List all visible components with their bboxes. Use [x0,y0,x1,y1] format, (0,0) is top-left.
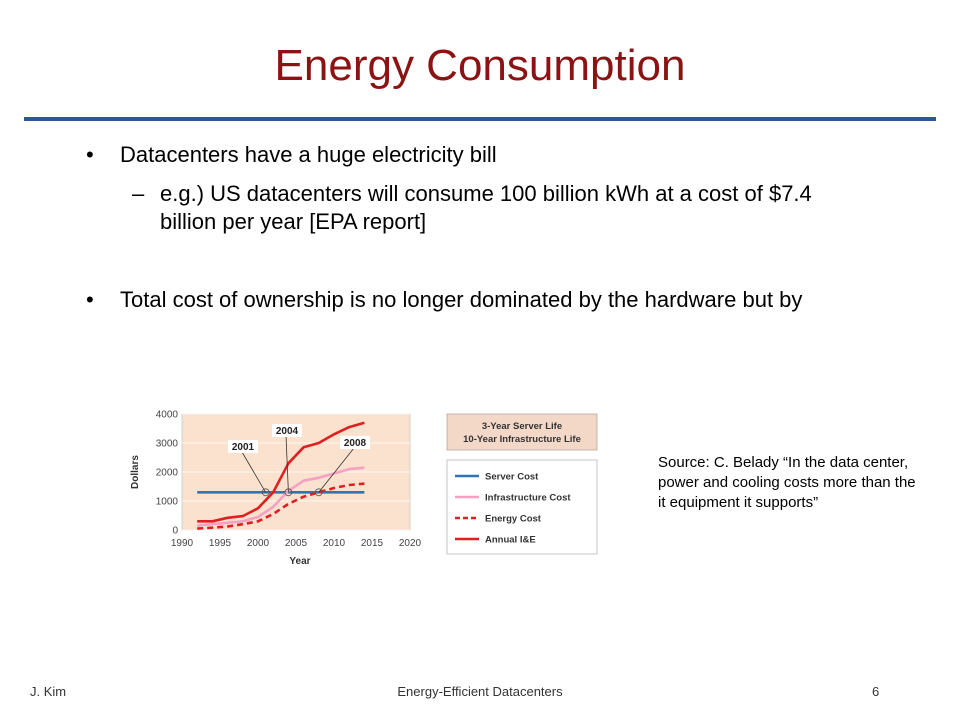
y-tick-label: 1000 [156,497,179,508]
series-line-annual-i-e [197,421,365,523]
x-tick-label: 1990 [171,538,194,549]
x-tick-label: 2005 [285,538,308,549]
x-tick-label: 2015 [361,538,384,549]
annotation-label: 2004 [276,426,299,437]
bullet-1-text: Datacenters have a huge electricity bill [120,142,497,167]
y-axis-label: Dollars [130,455,141,489]
annotation-label: 2008 [344,438,367,449]
bullet-glyph: • [86,142,94,167]
sub-bullet-1-text: e.g.) US datacenters will consume 100 bi… [160,181,812,234]
annotation-marker [314,488,323,497]
info-box [446,413,598,451]
annotation-marker [284,488,293,497]
annotation-label: 2001 [232,442,255,453]
annotation-pointer [318,447,355,493]
series-line-infrastructure-cost [197,466,365,527]
y-tick-label: 3000 [156,439,179,450]
annotation-pointer [241,451,266,493]
footer-title: Energy-Efficient Datacenters [397,684,563,699]
x-tick-label: 2020 [399,538,422,549]
annotation-label-box [228,440,258,453]
y-tick-label: 0 [172,526,178,537]
legend-label: Annual I&E [485,535,536,546]
dash-glyph: – [132,181,145,206]
annotation-pointer [285,435,289,493]
x-tick-label: 2010 [323,538,346,549]
legend-label: Infrastructure Cost [485,493,571,504]
source-note: Source: C. Belady “In the data center, p… [658,454,916,511]
info-box-line: 3-Year Server Life [482,421,562,432]
title-divider [24,117,936,121]
info-box-line: 10-Year Infrastructure Life [463,434,581,445]
annotation-label-box [340,436,370,449]
cost-chart: 1990 1995 2000 2005 2010 2015 2020 0 1000 2000 300… [122,398,600,590]
x-axis-label: Year [289,556,310,567]
x-tick-label: 1995 [209,538,232,549]
bullet-glyph: • [86,287,94,312]
x-tick-label: 2000 [247,538,270,549]
y-tick-label: 2000 [156,468,179,479]
bullet-2-text: Total cost of ownership is no longer dom… [120,287,803,312]
legend-label: Server Cost [485,472,539,483]
footer-page-number: 6 [872,684,880,699]
legend-label: Energy Cost [485,514,542,525]
slide-title: Energy Consumption [274,41,686,90]
cost-chart-svg: 1990 1995 2000 2005 2010 2015 2020 0 1000 2000 300… [130,410,598,567]
annotation-marker [261,488,270,497]
annotation-label-box [272,424,302,437]
footer-author: J. Kim [30,684,67,699]
y-tick-label: 4000 [156,410,179,421]
